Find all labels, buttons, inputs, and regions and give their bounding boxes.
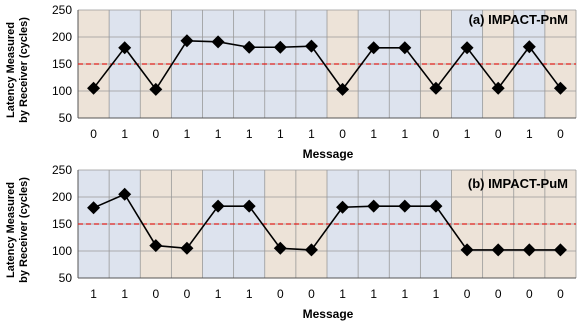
x-tick-label: 0 bbox=[526, 287, 533, 301]
data-point-marker bbox=[367, 41, 381, 55]
x-tick-label: 0 bbox=[495, 287, 502, 301]
x-tick-label: 0 bbox=[339, 127, 346, 141]
y-tick-label: 200 bbox=[52, 30, 72, 44]
x-tick-label: 0 bbox=[152, 127, 159, 141]
x-tick-label: 1 bbox=[121, 127, 128, 141]
x-tick-label: 1 bbox=[401, 127, 408, 141]
x-tick-label: 1 bbox=[308, 127, 315, 141]
x-tick-label: 1 bbox=[370, 127, 377, 141]
data-point-marker bbox=[522, 243, 536, 257]
x-tick-label: 1 bbox=[401, 287, 408, 301]
x-tick-label: 1 bbox=[215, 127, 222, 141]
data-point-marker bbox=[460, 41, 474, 55]
x-tick-label: 1 bbox=[339, 287, 346, 301]
data-point-marker bbox=[180, 34, 194, 48]
chart-a-title: (a) IMPACT-PnM bbox=[469, 12, 568, 27]
x-tick-label: 0 bbox=[152, 287, 159, 301]
data-point-marker bbox=[491, 81, 505, 95]
data-point-marker bbox=[211, 199, 225, 213]
series-line bbox=[92, 39, 562, 91]
data-point-marker bbox=[304, 39, 318, 53]
data-point-marker bbox=[273, 40, 287, 54]
y-tick-label: 50 bbox=[59, 111, 73, 125]
x-tick-label: 0 bbox=[495, 127, 502, 141]
chart-b-ylabel-line2: by Receiver (cycles) bbox=[18, 177, 30, 283]
data-point-marker bbox=[336, 200, 350, 214]
x-tick-label: 0 bbox=[464, 287, 471, 301]
y-tick-label: 200 bbox=[52, 190, 72, 204]
x-tick-label: 0 bbox=[277, 287, 284, 301]
data-point-marker bbox=[211, 35, 225, 49]
data-point-marker bbox=[336, 82, 350, 96]
data-point-marker bbox=[398, 41, 412, 55]
series-line bbox=[93, 193, 561, 251]
y-tick-label: 100 bbox=[52, 84, 72, 98]
x-tick-label: 1 bbox=[90, 287, 97, 301]
x-tick-label: 0 bbox=[557, 287, 564, 301]
data-point-marker bbox=[429, 199, 443, 213]
x-tick-label: 1 bbox=[246, 127, 253, 141]
data-point-marker bbox=[429, 81, 443, 95]
x-tick-label: 1 bbox=[277, 127, 284, 141]
data-point-marker bbox=[367, 199, 381, 213]
x-tick-label: 1 bbox=[215, 287, 222, 301]
data-point-marker bbox=[522, 40, 536, 54]
x-tick-label: 1 bbox=[526, 127, 533, 141]
data-point-marker bbox=[304, 243, 318, 257]
y-tick-label: 100 bbox=[52, 244, 72, 258]
x-tick-label: 1 bbox=[184, 127, 191, 141]
x-tick-label: 1 bbox=[464, 127, 471, 141]
data-point-marker bbox=[273, 241, 287, 255]
chart-b: Latency Measured by Receiver (cycles) Me… bbox=[5, 163, 577, 321]
data-point-marker bbox=[491, 243, 505, 257]
x-tick-label: 0 bbox=[308, 287, 315, 301]
y-tick-label: 150 bbox=[52, 57, 72, 71]
data-point-marker bbox=[180, 241, 194, 255]
chart-b-title: (b) IMPACT-PuM bbox=[468, 176, 568, 191]
x-tick-label: 0 bbox=[557, 127, 564, 141]
y-tick-label: 50 bbox=[59, 271, 73, 285]
chart-a-ylabel-line2: by Receiver (cycles) bbox=[18, 17, 30, 123]
chart-b-ylabel-line1: Latency Measured bbox=[5, 182, 17, 278]
data-point-marker bbox=[118, 187, 132, 201]
x-tick-label: 0 bbox=[90, 127, 97, 141]
data-point-marker bbox=[553, 243, 567, 257]
data-point-marker bbox=[87, 201, 101, 215]
x-tick-label: 0 bbox=[433, 127, 440, 141]
data-point-marker bbox=[118, 41, 132, 55]
y-tick-label: 250 bbox=[52, 163, 72, 177]
x-tick-label: 1 bbox=[370, 287, 377, 301]
x-tick-label: 1 bbox=[246, 287, 253, 301]
x-tick-label: 1 bbox=[433, 287, 440, 301]
chart-b-xlabel: Message bbox=[303, 307, 354, 321]
data-point-marker bbox=[398, 199, 412, 213]
data-point-marker bbox=[149, 239, 163, 253]
data-point-marker bbox=[553, 81, 567, 95]
x-tick-label: 1 bbox=[121, 287, 128, 301]
chart-a: Latency Measured by Receiver (cycles) Me… bbox=[5, 3, 577, 161]
data-point-marker bbox=[242, 40, 256, 54]
data-point-marker bbox=[242, 199, 256, 213]
data-point-marker bbox=[149, 82, 163, 96]
y-tick-label: 250 bbox=[52, 3, 72, 17]
chart-a-xlabel: Message bbox=[303, 147, 354, 161]
x-tick-label: 0 bbox=[184, 287, 191, 301]
y-tick-label: 150 bbox=[52, 217, 72, 231]
chart-a-ylabel-line1: Latency Measured bbox=[5, 22, 17, 118]
data-point-marker bbox=[460, 243, 474, 257]
data-point-marker bbox=[87, 81, 101, 95]
